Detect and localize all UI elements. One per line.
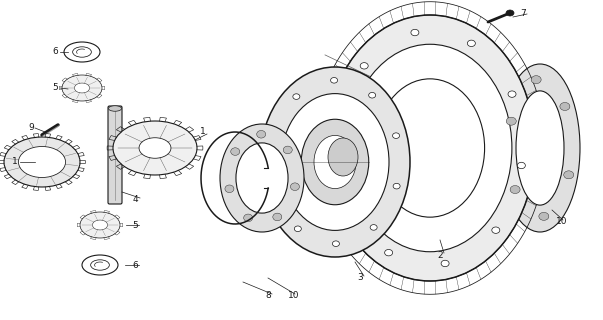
Ellipse shape	[531, 76, 541, 84]
Ellipse shape	[564, 171, 573, 179]
Ellipse shape	[560, 102, 570, 110]
Text: 8: 8	[265, 292, 271, 300]
Text: 1: 1	[12, 157, 17, 166]
Ellipse shape	[360, 63, 368, 69]
Ellipse shape	[393, 133, 400, 139]
Ellipse shape	[236, 143, 288, 213]
Text: 6: 6	[52, 47, 58, 57]
Ellipse shape	[294, 226, 302, 232]
Ellipse shape	[332, 241, 339, 246]
Ellipse shape	[328, 138, 358, 176]
Text: 10: 10	[556, 218, 567, 227]
Ellipse shape	[74, 83, 90, 93]
Ellipse shape	[220, 124, 304, 232]
Ellipse shape	[113, 121, 197, 175]
Ellipse shape	[109, 106, 121, 111]
Ellipse shape	[64, 42, 100, 62]
FancyBboxPatch shape	[108, 106, 122, 204]
Ellipse shape	[506, 10, 514, 16]
Ellipse shape	[283, 146, 292, 154]
Text: 9: 9	[28, 124, 34, 132]
Ellipse shape	[82, 255, 118, 275]
Text: 6: 6	[132, 260, 137, 269]
Ellipse shape	[508, 91, 516, 97]
Ellipse shape	[225, 185, 234, 193]
Text: 1: 1	[200, 127, 206, 137]
Ellipse shape	[62, 75, 102, 101]
Ellipse shape	[441, 260, 449, 267]
Ellipse shape	[510, 186, 520, 194]
Ellipse shape	[335, 127, 343, 134]
Text: 7: 7	[520, 10, 526, 19]
Ellipse shape	[348, 44, 512, 252]
Ellipse shape	[516, 91, 564, 205]
Ellipse shape	[92, 220, 107, 230]
Ellipse shape	[393, 183, 400, 189]
Ellipse shape	[385, 250, 393, 256]
Ellipse shape	[492, 227, 500, 233]
Ellipse shape	[539, 212, 549, 220]
Ellipse shape	[507, 117, 516, 125]
Text: 2: 2	[437, 251, 443, 260]
Ellipse shape	[19, 147, 66, 178]
Ellipse shape	[270, 186, 277, 191]
Text: 3: 3	[357, 274, 363, 283]
Ellipse shape	[376, 79, 485, 217]
Ellipse shape	[411, 29, 419, 36]
Ellipse shape	[72, 47, 92, 57]
Ellipse shape	[368, 92, 376, 98]
Ellipse shape	[281, 93, 389, 230]
Ellipse shape	[90, 260, 109, 270]
Ellipse shape	[314, 135, 356, 188]
Ellipse shape	[500, 64, 580, 232]
Ellipse shape	[370, 225, 377, 230]
Ellipse shape	[260, 67, 410, 257]
Ellipse shape	[244, 214, 253, 222]
Ellipse shape	[517, 162, 525, 169]
Ellipse shape	[270, 135, 277, 141]
Ellipse shape	[344, 199, 352, 205]
Ellipse shape	[80, 212, 120, 238]
Ellipse shape	[231, 148, 240, 156]
Text: 10: 10	[288, 292, 300, 300]
Ellipse shape	[467, 40, 475, 46]
Text: 5: 5	[52, 84, 58, 92]
Ellipse shape	[302, 119, 369, 205]
Ellipse shape	[325, 15, 535, 281]
Text: 5: 5	[132, 220, 137, 229]
Ellipse shape	[293, 94, 300, 100]
Ellipse shape	[257, 131, 266, 138]
Ellipse shape	[139, 138, 171, 158]
Ellipse shape	[291, 183, 300, 190]
Ellipse shape	[273, 213, 282, 221]
Text: 4: 4	[133, 196, 139, 204]
Ellipse shape	[4, 137, 80, 187]
Ellipse shape	[330, 77, 338, 83]
